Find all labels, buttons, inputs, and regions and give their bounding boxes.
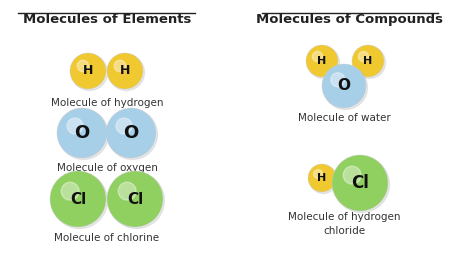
Circle shape: [343, 166, 361, 184]
Circle shape: [308, 164, 336, 192]
Text: Molecule of oxygen: Molecule of oxygen: [56, 163, 157, 173]
Text: Molecule of water: Molecule of water: [298, 113, 391, 123]
Text: O: O: [74, 124, 90, 142]
Text: Molecule of hydrogen: Molecule of hydrogen: [51, 98, 163, 108]
Circle shape: [52, 172, 108, 228]
Circle shape: [67, 118, 83, 134]
Text: H: H: [364, 56, 373, 66]
Circle shape: [308, 47, 339, 78]
Circle shape: [72, 55, 108, 90]
Circle shape: [118, 182, 136, 200]
Text: O: O: [123, 124, 138, 142]
Circle shape: [106, 108, 156, 158]
Circle shape: [61, 182, 79, 200]
Circle shape: [57, 108, 107, 158]
Circle shape: [114, 60, 126, 72]
Circle shape: [331, 73, 345, 87]
Circle shape: [323, 65, 367, 110]
Circle shape: [322, 64, 366, 108]
Circle shape: [77, 60, 89, 72]
Circle shape: [306, 45, 338, 77]
Circle shape: [109, 55, 145, 90]
Text: O: O: [337, 78, 350, 94]
Text: Molecules of Compounds: Molecules of Compounds: [256, 13, 444, 26]
Circle shape: [107, 171, 163, 227]
Text: H: H: [318, 173, 327, 183]
Circle shape: [334, 156, 390, 213]
Circle shape: [314, 170, 323, 178]
Circle shape: [358, 51, 369, 62]
Text: H: H: [318, 56, 327, 66]
Circle shape: [58, 110, 109, 160]
Text: Molecules of Elements: Molecules of Elements: [23, 13, 191, 26]
Circle shape: [354, 47, 385, 78]
Circle shape: [312, 51, 323, 62]
Text: Molecule of chlorine: Molecule of chlorine: [55, 233, 160, 243]
Text: Molecule of hydrogen
chloride: Molecule of hydrogen chloride: [288, 212, 400, 236]
Circle shape: [352, 45, 384, 77]
Circle shape: [109, 172, 164, 228]
Text: H: H: [120, 64, 130, 77]
Circle shape: [70, 53, 106, 89]
Circle shape: [116, 118, 132, 134]
Circle shape: [310, 165, 337, 193]
Text: H: H: [83, 64, 93, 77]
Circle shape: [332, 155, 388, 211]
Text: Cl: Cl: [70, 192, 86, 206]
Circle shape: [50, 171, 106, 227]
Text: Cl: Cl: [127, 192, 143, 206]
Text: Cl: Cl: [351, 174, 369, 192]
Circle shape: [107, 53, 143, 89]
Circle shape: [108, 110, 157, 160]
